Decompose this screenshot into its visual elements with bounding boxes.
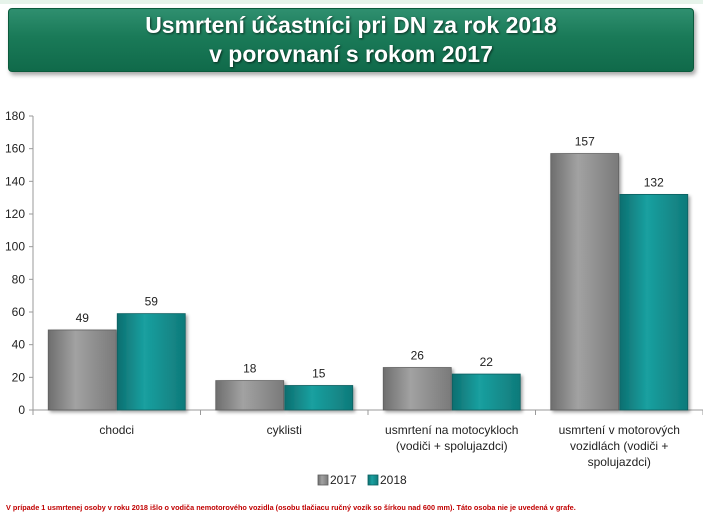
data-label: 26 bbox=[411, 349, 425, 363]
x-category-label: (vodiči + spolujazdci) bbox=[396, 439, 508, 453]
x-category-label: usmrtení v motorových bbox=[559, 423, 680, 437]
top-stripe bbox=[0, 0, 703, 4]
chart-title-line-1: Usmrtení účastníci pri DN za rok 2018 bbox=[145, 12, 557, 38]
data-label: 132 bbox=[644, 175, 664, 189]
x-category-label: spolujazdci) bbox=[588, 455, 651, 469]
y-tick-label: 0 bbox=[18, 403, 25, 417]
y-tick-label: 160 bbox=[5, 142, 25, 156]
data-label: 18 bbox=[243, 362, 257, 376]
legend-label: 2018 bbox=[380, 473, 407, 487]
x-category-label: chodci bbox=[99, 423, 134, 437]
x-category-label: vozidlách (vodiči + bbox=[570, 439, 668, 453]
y-tick-label: 20 bbox=[12, 370, 26, 384]
bar-2018-2 bbox=[451, 373, 521, 411]
bar-2017-3 bbox=[550, 153, 620, 411]
bar-2018-0 bbox=[116, 313, 186, 411]
bar-2017-1 bbox=[215, 380, 285, 411]
legend-swatch-2018 bbox=[367, 474, 379, 486]
y-tick-label: 180 bbox=[5, 109, 25, 123]
y-tick-label: 100 bbox=[5, 240, 25, 254]
y-tick-label: 60 bbox=[12, 305, 26, 319]
y-tick-label: 40 bbox=[12, 338, 26, 352]
footnote: V prípade 1 usmrtenej osoby v roku 2018 … bbox=[6, 503, 576, 512]
chart-title-line-2: v porovnaní s rokom 2017 bbox=[209, 41, 493, 67]
y-tick-label: 80 bbox=[12, 272, 26, 286]
data-label: 59 bbox=[145, 295, 159, 309]
x-category-label: cyklisti bbox=[267, 423, 302, 437]
x-category-label: usmrtení na motocykloch bbox=[385, 423, 518, 437]
y-tick-label: 120 bbox=[5, 207, 25, 221]
y-tick-label: 140 bbox=[5, 174, 25, 188]
data-label: 22 bbox=[480, 355, 494, 369]
bar-2018-1 bbox=[284, 385, 354, 411]
legend-label: 2017 bbox=[330, 473, 357, 487]
bar-2018-3 bbox=[619, 193, 689, 411]
bar-2017-0 bbox=[47, 329, 117, 411]
data-label: 157 bbox=[575, 135, 595, 149]
title-banner: Usmrtení účastníci pri DN za rok 2018 v … bbox=[8, 8, 694, 72]
legend-swatch-2017 bbox=[317, 474, 329, 486]
data-label: 49 bbox=[76, 311, 90, 325]
bar-2017-2 bbox=[382, 367, 452, 411]
data-label: 15 bbox=[312, 367, 326, 381]
